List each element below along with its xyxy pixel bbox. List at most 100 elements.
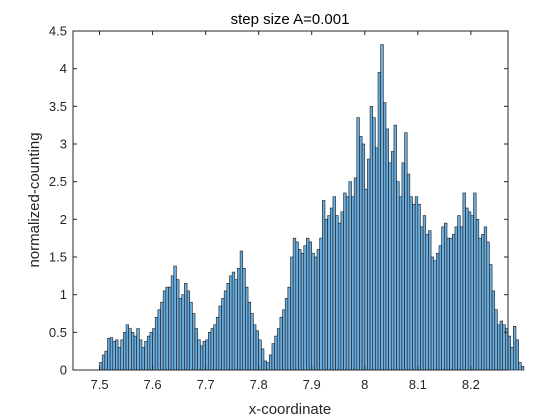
histogram-bar [372, 117, 376, 371]
histogram-bar [515, 339, 519, 371]
histogram-bar [221, 298, 225, 371]
histogram-bar [412, 203, 416, 371]
x-tick-label: 7.8 [250, 377, 268, 392]
histogram-bar [345, 196, 350, 371]
histogram-bar [499, 320, 503, 371]
histogram-bar [441, 226, 445, 371]
histogram-bar [176, 279, 180, 371]
histogram-bar [165, 286, 169, 371]
histogram-bar [271, 343, 275, 371]
histogram-bar [268, 354, 273, 371]
histogram-bar [462, 192, 466, 371]
histogram-bar [303, 245, 307, 371]
histogram-bar [337, 222, 342, 371]
histogram-bar [189, 301, 193, 371]
histogram-bar [311, 252, 315, 371]
histogram-bar [359, 136, 363, 371]
histogram-bar [261, 348, 265, 371]
y-ticks: 0 0.5 1 1.5 2 2.5 3 3.5 4 4.5 [49, 24, 508, 378]
histogram-bar [510, 347, 514, 371]
histogram-bar [282, 309, 286, 371]
histogram-bar [112, 341, 116, 371]
histogram-bar [157, 309, 161, 371]
x-tick-label: 7.6 [144, 377, 162, 392]
histogram-bar [168, 286, 172, 371]
histogram-bar [290, 256, 294, 371]
x-tick-label: 7.7 [197, 377, 215, 392]
histogram-bar [409, 196, 413, 371]
x-tick-label: 8 [361, 377, 368, 392]
histogram-bar [146, 335, 151, 371]
histogram-bar [513, 326, 517, 371]
histogram-bar [398, 196, 403, 371]
y-tick-label: 2.5 [49, 174, 67, 189]
histogram-bar [491, 290, 496, 371]
histogram-bar [266, 362, 270, 371]
histogram-bar [454, 226, 458, 371]
histogram-bar [218, 305, 222, 371]
histogram-bar [125, 324, 130, 371]
histogram-bar [369, 106, 374, 371]
histogram-bar [170, 275, 175, 371]
y-tick-label: 1.5 [49, 250, 67, 265]
histogram-bar [446, 237, 450, 371]
histogram-bar [173, 265, 177, 371]
histogram-bar [470, 215, 474, 371]
histogram-bar [205, 339, 209, 371]
x-tick-label: 8.1 [409, 377, 427, 392]
histogram-bar [430, 256, 435, 371]
histogram-bar [335, 215, 339, 371]
histogram-bar [144, 341, 148, 371]
x-tick-label: 7.9 [303, 377, 321, 392]
histogram-bar [239, 250, 244, 371]
histogram-bar [149, 332, 153, 371]
x-axis-label: x-coordinate [249, 401, 332, 418]
histogram-bar [422, 215, 427, 371]
histogram-bar [414, 196, 419, 371]
histogram-bar [483, 226, 488, 371]
histogram-bar [279, 316, 283, 371]
histogram-bar [340, 211, 344, 371]
histogram-bar [123, 332, 127, 371]
histogram-bar [295, 241, 299, 371]
histogram-bar [473, 192, 477, 371]
histogram-bar [329, 207, 334, 371]
histogram-bar [353, 177, 358, 371]
histogram-bar [322, 200, 326, 371]
histogram-bar [433, 260, 437, 371]
histogram-bar [284, 298, 289, 371]
histogram-bar [154, 316, 159, 371]
x-ticks: 7.5 7.6 7.7 7.8 7.9 8 8.1 8.2 [90, 31, 480, 392]
histogram-bar [250, 313, 254, 371]
histogram-bar [160, 301, 164, 371]
histogram-bar [351, 196, 355, 371]
histogram-bar [200, 345, 204, 371]
y-tick-label: 4.5 [49, 24, 67, 39]
histogram-bar [489, 264, 493, 371]
histogram-bar [396, 181, 400, 371]
histogram-bar [459, 226, 464, 371]
histogram-bar [316, 249, 320, 371]
histogram-bar [192, 313, 196, 371]
histogram-bar [107, 338, 111, 371]
histogram-bar [197, 339, 201, 371]
histogram-bar [210, 328, 214, 371]
histogram-bar [518, 362, 522, 371]
histogram-bar [133, 335, 137, 371]
histogram-bar [319, 237, 323, 371]
histogram-bar [300, 252, 305, 371]
histogram-bar [258, 339, 262, 371]
histogram-bar [136, 328, 140, 371]
x-tick-label: 8.2 [462, 377, 480, 392]
histogram-bar [247, 301, 252, 371]
histogram-bar [375, 147, 379, 371]
histogram-bar [120, 339, 124, 371]
histogram-bar [393, 124, 397, 371]
histogram-bar [152, 328, 156, 371]
histogram-bar [202, 341, 206, 371]
histogram-bar [502, 324, 506, 371]
y-tick-label: 4 [60, 61, 67, 76]
histogram-bar [298, 249, 302, 371]
histogram-bar [101, 354, 106, 371]
